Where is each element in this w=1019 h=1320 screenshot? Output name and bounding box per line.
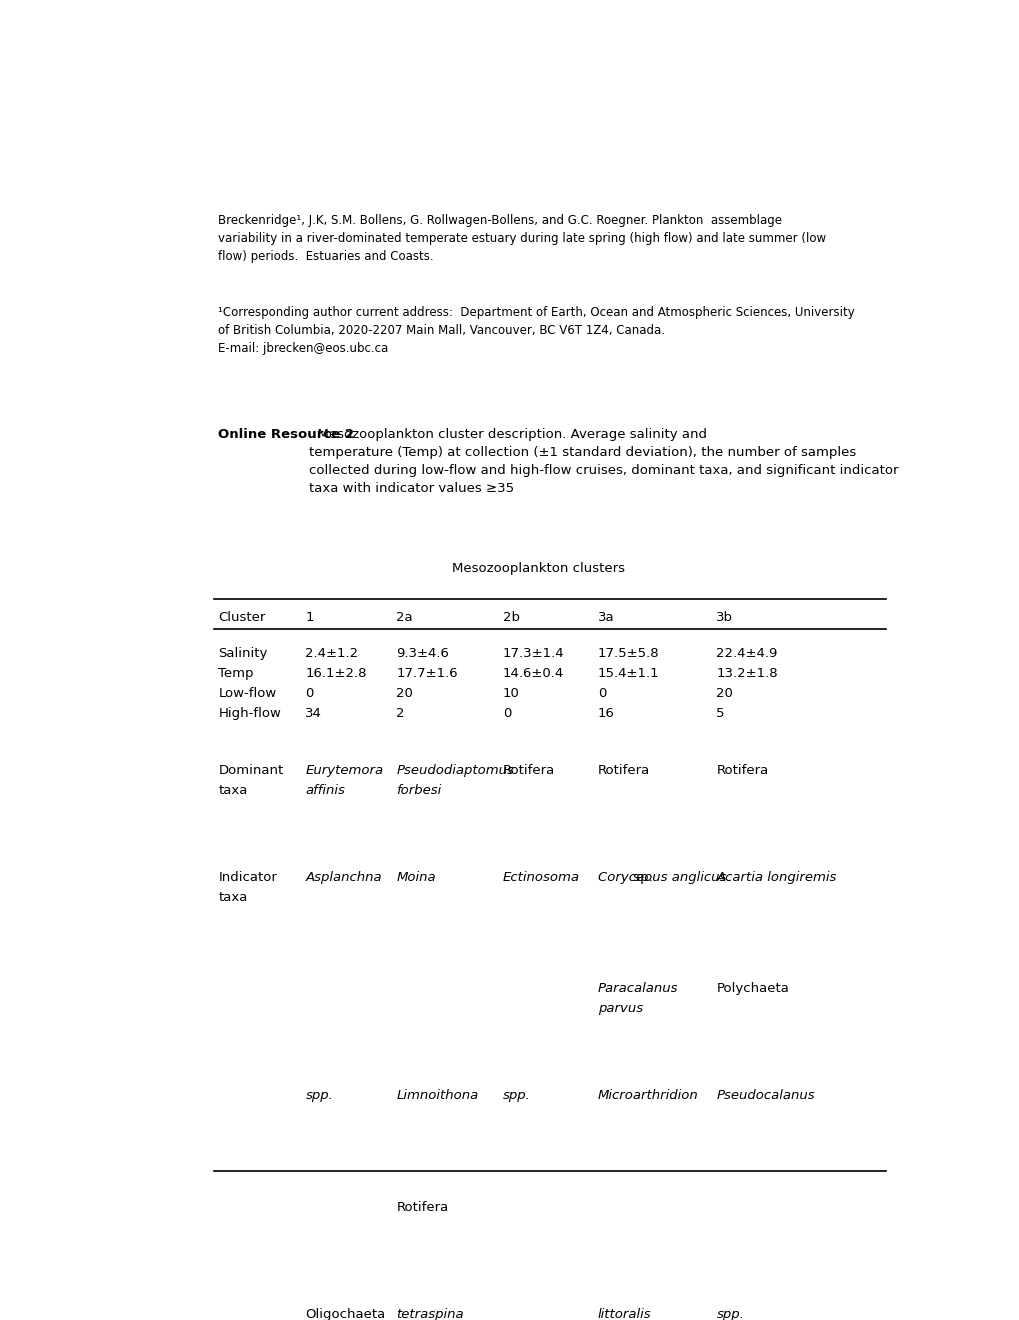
Text: Pseudocalanus: Pseudocalanus (715, 1089, 814, 1102)
Text: Dominant
taxa: Dominant taxa (218, 764, 283, 797)
Text: 22.4±4.9
13.2±1.8
20
5: 22.4±4.9 13.2±1.8 20 5 (715, 647, 777, 721)
Text: spp.: spp. (502, 1089, 530, 1102)
Text: Ectinosoma: Ectinosoma (502, 871, 580, 884)
Text: 17.5±5.8
15.4±1.1
0
16: 17.5±5.8 15.4±1.1 0 16 (597, 647, 659, 721)
Text: Acartia longiremis: Acartia longiremis (715, 871, 836, 884)
Text: Coryceous anglicus: Coryceous anglicus (597, 871, 726, 884)
Text: spp.: spp. (715, 1308, 744, 1320)
Text: 17.3±1.4
14.6±0.4
10
0: 17.3±1.4 14.6±0.4 10 0 (502, 647, 565, 721)
Text: Moina: Moina (396, 871, 435, 884)
Text: 2b: 2b (502, 611, 520, 623)
Text: 1: 1 (305, 611, 314, 623)
Text: Eurytemora
affinis: Eurytemora affinis (305, 764, 383, 797)
Text: Mesozooplankton clusters: Mesozooplankton clusters (451, 562, 625, 576)
Text: tetraspina: tetraspina (396, 1308, 464, 1320)
Text: Online Resource 2: Online Resource 2 (218, 428, 354, 441)
Text: 3b: 3b (715, 611, 733, 623)
Text: Microarthridion: Microarthridion (597, 1089, 698, 1102)
Text: ¹Corresponding author current address:  Department of Earth, Ocean and Atmospher: ¹Corresponding author current address: D… (218, 306, 854, 355)
Text: Indicator
taxa: Indicator taxa (218, 871, 277, 904)
Text: Polychaeta: Polychaeta (715, 982, 789, 995)
Text: littoralis: littoralis (597, 1308, 651, 1320)
Text: spp.: spp. (305, 1089, 333, 1102)
Text: Rotifera: Rotifera (502, 764, 554, 777)
Text: 2a: 2a (396, 611, 413, 623)
Text: Rotifera: Rotifera (715, 764, 768, 797)
Text: sp.: sp. (629, 871, 652, 884)
Text: Salinity
Temp
Low-flow
High-flow: Salinity Temp Low-flow High-flow (218, 647, 281, 721)
Text: 3a: 3a (597, 611, 613, 623)
Text: Mesozooplankton cluster description. Average salinity and
temperature (Temp) at : Mesozooplankton cluster description. Ave… (309, 428, 898, 495)
Text: 9.3±4.6
17.7±1.6
20
2: 9.3±4.6 17.7±1.6 20 2 (396, 647, 458, 721)
Text: Pseudodiaptomus
forbesi: Pseudodiaptomus forbesi (396, 764, 514, 817)
Text: Rotifera: Rotifera (597, 764, 649, 797)
Text: Oligochaeta: Oligochaeta (305, 1308, 385, 1320)
Text: Limnoithona: Limnoithona (396, 1089, 478, 1102)
Text: Breckenridge¹, J.K, S.M. Bollens, G. Rollwagen-Bollens, and G.C. Roegner. Plankt: Breckenridge¹, J.K, S.M. Bollens, G. Rol… (218, 214, 825, 263)
Text: Cluster: Cluster (218, 611, 266, 623)
Text: 2.4±1.2
16.1±2.8
0
34: 2.4±1.2 16.1±2.8 0 34 (305, 647, 367, 721)
Text: Rotifera: Rotifera (396, 1201, 448, 1214)
Text: Paracalanus
parvus: Paracalanus parvus (597, 982, 678, 1015)
Text: Asplanchna: Asplanchna (305, 871, 381, 884)
